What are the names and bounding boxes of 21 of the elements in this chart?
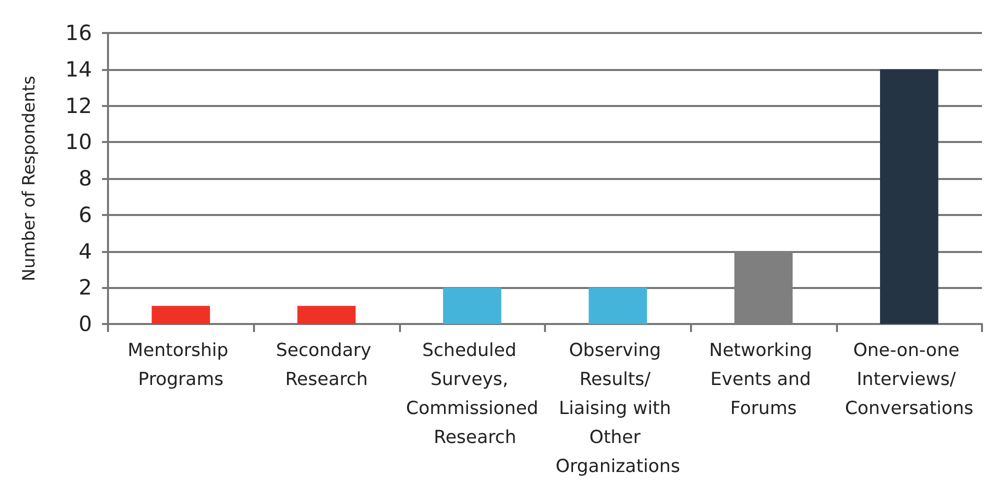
y-tick-label: 0 — [78, 312, 92, 336]
y-tick-label: 2 — [78, 276, 92, 300]
y-tick-label: 8 — [78, 166, 92, 190]
y-tick-label: 16 — [65, 21, 92, 45]
x-tick-label: Secondary Research — [276, 340, 378, 390]
bar — [588, 288, 647, 324]
bar — [297, 306, 356, 324]
x-tick-label: Mentorship Programs — [128, 340, 234, 390]
x-tick-label: Observing Results/ Liaising with Other Organizations — [556, 340, 680, 477]
x-tick-label: One-on-one Interviews/ Conversations — [844, 340, 974, 419]
bar — [443, 288, 502, 324]
bar — [880, 69, 938, 324]
y-axis-title: Number of Respondents — [20, 76, 40, 282]
x-tick-label: Scheduled Surveys, Commissioned Research — [406, 340, 538, 448]
y-tick-label: 12 — [65, 94, 92, 118]
x-tick-label: Networking Events and Forums — [709, 340, 818, 419]
bar — [152, 306, 210, 324]
y-tick-label: 6 — [78, 202, 92, 227]
y-tick-label: 10 — [65, 130, 92, 154]
y-tick-label: 14 — [65, 57, 92, 82]
y-tick-label: 4 — [78, 239, 92, 264]
